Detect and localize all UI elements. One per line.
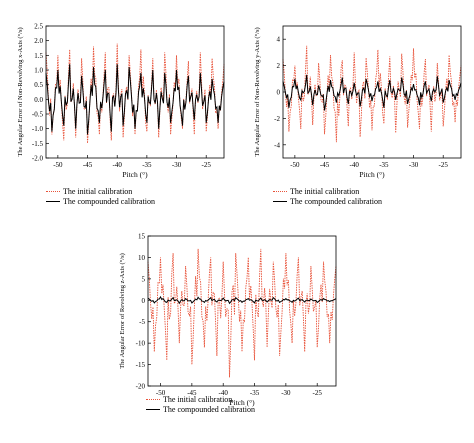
y-tick-label: 0.0 [34,96,43,104]
y-tick-label: 0 [277,89,281,97]
series-line-1 [45,64,225,135]
legend-label: The initial calibration [63,186,133,196]
x-axis-label: Pitch (°) [359,170,385,179]
x-tick-label: -45 [83,161,93,169]
y-tick-label: -10 [136,340,146,348]
legend: The initial calibration The compounded ca… [46,186,155,206]
y-tick-label: -1.5 [32,140,44,148]
series-line-0 [147,248,337,378]
chart-y-axis-error: -4 -2 0 2 4 -50 -45 -40 -35 -30 -25 Pitch (°) The An… [237,0,474,218]
y-tick-label: 1.0 [34,67,43,75]
series-line-1 [147,295,337,305]
y-tick-label: -5 [139,318,145,326]
legend: The initial calibration The compounded ca… [273,186,382,206]
legend-label: The compounded calibration [163,404,255,414]
y-tick-label: 0 [142,297,146,305]
x-axis-label: Pitch (°) [229,398,255,407]
x-tick-label: -40 [350,161,360,169]
y-tick-label: -4 [274,141,280,149]
y-axis-label: The Angular Error of Non-Revolving x-Axi… [17,27,24,156]
x-tick-label: -50 [156,389,166,397]
legend-item: The initial calibration [46,186,155,196]
legend-label: The compounded calibration [63,196,155,206]
y-tick-label: -0.5 [32,111,44,119]
x-tick-label: -40 [113,161,123,169]
chart-svg: -2.0 -1.5 -1.0 -0.5 0.0 0.5 1.0 1.5 2.0 2.5 -50 -45… [17,23,225,179]
y-tick-label: 2 [277,62,281,70]
x-tick-label: -25 [313,389,323,397]
x-tick-label: -50 [290,161,300,169]
y-tick-label: 0.5 [34,81,43,89]
legend-item: The initial calibration [273,186,382,196]
legend-swatch [273,190,287,192]
legend-label: The compounded calibration [290,196,382,206]
y-tick-label: 1.5 [34,52,43,60]
legend-item: The compounded calibration [273,196,382,206]
chart-svg: -4 -2 0 2 4 -50 -45 -40 -35 -30 -25 Pitch (°) The An… [254,25,462,179]
x-tick-label: -35 [142,161,152,169]
y-tick-label: -15 [136,361,146,369]
y-tick-label: 2.5 [34,23,43,31]
y-tick-label: -2 [274,115,280,123]
x-tick-label: -30 [409,161,419,169]
x-tick-label: -35 [250,389,260,397]
legend: The initial calibration The compounded ca… [146,394,255,414]
legend-item: The initial calibration [146,394,255,404]
x-tick-label: -40 [219,389,229,397]
x-tick-label: -25 [202,161,212,169]
legend-swatch [146,408,160,410]
chart-x-axis-error: -2.0 -1.5 -1.0 -0.5 0.0 0.5 1.0 1.5 2.0 2.5 -50 -45… [0,0,237,218]
y-tick-label: -20 [136,383,146,391]
x-tick-label: -25 [439,161,449,169]
x-tick-label: -50 [53,161,63,169]
y-axis-label: The Angular Error of Non-Revolving y-Axi… [254,27,261,156]
y-tick-label: 4 [277,36,281,44]
y-tick-label: 2.0 [34,37,43,45]
x-tick-label: -45 [187,389,197,397]
chart-z-axis-error: -20 -15 -10 -5 0 5 10 15 -50 -45 -40 -35 -30 -25 Pitch… [110,222,350,438]
legend-swatch [46,190,60,192]
x-tick-label: -35 [379,161,389,169]
legend-swatch [273,200,287,202]
legend-label: The initial calibration [163,394,233,404]
legend-label: The initial calibration [290,186,360,196]
y-tick-label: 5 [142,275,146,283]
plot-frame [282,25,462,159]
y-tick-label: 15 [138,233,146,241]
legend-item: The compounded calibration [146,404,255,414]
plot-frame [147,235,337,387]
y-tick-label: -1.0 [32,125,44,133]
y-axis-label: The Angular Error of Revolving z-Axis (°… [119,253,126,369]
legend-swatch [46,200,60,202]
series-line-1 [282,74,462,111]
y-tick-label: -2.0 [32,155,44,163]
series-line-0 [45,43,225,144]
x-axis-label: Pitch (°) [122,170,148,179]
y-tick-label: 10 [138,254,146,262]
x-tick-label: -45 [320,161,330,169]
x-tick-label: -30 [281,389,291,397]
legend-item: The compounded calibration [46,196,155,206]
plot-frame [45,25,225,159]
legend-swatch [146,398,160,400]
x-tick-label: -30 [172,161,182,169]
series-line-0 [282,45,462,143]
